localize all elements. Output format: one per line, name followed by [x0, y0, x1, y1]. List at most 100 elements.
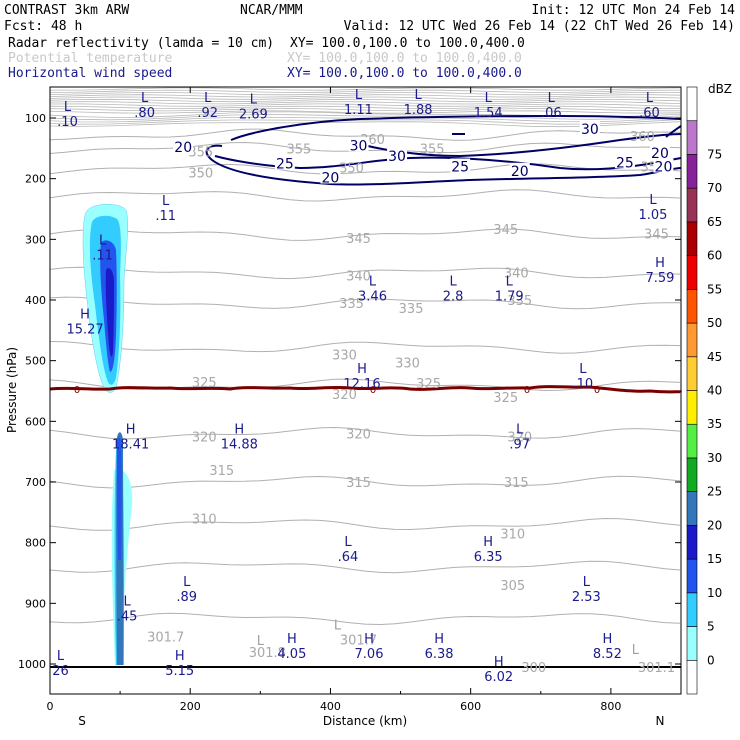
theta-contour: [49, 266, 681, 280]
y-tick-label: 800: [25, 537, 46, 550]
extremum-kind: L: [646, 91, 654, 106]
extremum-kind: L: [485, 91, 493, 106]
valid-time: Valid: 12 UTC Wed 26 Feb 14 (22 ChT Wed …: [344, 19, 735, 34]
forecast-hour: Fcst: 48 h: [4, 19, 82, 34]
wind-label-bg: [649, 145, 670, 160]
zero-contour-labels: 0 0 0 0: [74, 385, 600, 396]
wind-label: 30: [581, 122, 599, 138]
extremum-kind: L: [204, 91, 212, 106]
strat-theta-line: [49, 96, 681, 100]
colorbar-level: 40: [707, 384, 722, 398]
strat-theta-line: [49, 105, 681, 110]
extremum-kind: L: [162, 194, 170, 209]
strat-theta-line: [49, 110, 681, 114]
extremum-kind: L: [334, 619, 342, 634]
extremum-value: 6.02: [484, 670, 513, 685]
theta-label: 350: [339, 162, 364, 177]
extremum-value: 5.15: [165, 664, 194, 679]
extremum-value: 2.8: [443, 290, 464, 305]
colorbar-level: 15: [707, 552, 722, 566]
colorbar-swatch: [686, 457, 698, 492]
y-tick-label: 600: [25, 415, 46, 428]
strat-theta-line: [49, 98, 681, 103]
extremum-value: 2.53: [572, 590, 601, 605]
colorbar-swatch: [686, 525, 698, 560]
colorbar-level: 25: [707, 485, 722, 499]
extremum-kind: L: [649, 193, 657, 208]
extremum-kind: L: [123, 594, 131, 609]
extremum-kind: L: [583, 575, 591, 590]
extremum-kind: L: [99, 233, 107, 248]
extremum-kind: L: [369, 275, 377, 290]
x-tick-label: 400: [320, 700, 341, 713]
extremum-value: .60: [639, 106, 660, 121]
wind-label: 30: [388, 149, 406, 165]
theta-label: 325: [493, 391, 518, 406]
theta-label: 355: [188, 145, 213, 160]
extremum-kind: H: [364, 632, 374, 647]
colorbar-swatch: [686, 592, 698, 627]
extremum-kind: L: [141, 91, 149, 106]
theta-label: 350: [188, 167, 213, 182]
theta-label: 340: [504, 267, 529, 282]
field-3-name: Horizontal wind speed: [8, 66, 172, 81]
extremum-value: .64: [338, 550, 359, 565]
theta-label: 325: [192, 376, 217, 391]
extremum-value: .11: [155, 209, 176, 224]
theta-label: 335: [507, 294, 532, 309]
colorbar-level: 50: [707, 316, 722, 330]
theta-contour: [49, 475, 681, 489]
extremum-value: .89: [176, 590, 197, 605]
extremum-kind: L: [257, 634, 265, 649]
colorbar-swatch: [686, 120, 698, 155]
theta-contours: [49, 128, 681, 626]
x-axis-right-end: N: [656, 714, 665, 728]
reflectivity-shading: [82, 204, 133, 665]
extremum-value: 7.06: [355, 647, 384, 662]
theta-label: 315: [504, 476, 529, 491]
extremum-kind: H: [357, 362, 367, 377]
extremum-value: .06: [541, 106, 562, 121]
y-tick-label: 100: [25, 112, 46, 125]
field-1-name: Radar reflectivity (lamda = 10 cm): [8, 36, 274, 51]
extremum-kind: H: [434, 632, 444, 647]
extremum-kind: L: [506, 275, 514, 290]
x-tick-label: 200: [180, 700, 201, 713]
colorbar-swatch: [686, 221, 698, 256]
colorbar-level: 5: [707, 620, 715, 634]
theta-label: 345: [644, 227, 669, 242]
extremum-value: 7.59: [645, 271, 674, 286]
extremum-value: .45: [117, 609, 138, 624]
colorbar-level: 65: [707, 215, 722, 229]
theta-label: 301.7: [147, 631, 184, 646]
wind-20-left: [205, 144, 682, 186]
y-tick-label: 200: [25, 173, 46, 186]
wind-label: 20: [651, 146, 669, 162]
field-1-xy: XY= 100.0,100.0 to 100.0,400.0: [290, 36, 525, 51]
extremum-value: .10: [57, 115, 78, 130]
theta-label: 355: [286, 142, 311, 157]
theta-contour: [49, 296, 681, 310]
y-axis-label: Pressure (hPa): [5, 347, 19, 433]
field-2-name: Potential temperature: [8, 51, 173, 66]
colorbar-swatch: [686, 390, 698, 425]
upper-echo-peak: [105, 268, 114, 357]
colorbar-level: 55: [707, 282, 722, 296]
wind-30-jet: [230, 114, 682, 141]
theta-label: 340: [346, 270, 371, 285]
extremum-value: 18.41: [112, 438, 149, 453]
wind-label: 30: [350, 138, 368, 154]
wind-label-bg: [579, 120, 600, 135]
zero-contour-label: 0: [74, 385, 80, 396]
wind-label-bg: [614, 154, 635, 169]
colorbar-level: 35: [707, 417, 722, 431]
field-2-xy: XY= 100.0,100.0 to 100.0,400.0: [287, 51, 522, 66]
plot-background: [50, 87, 681, 694]
extremum-value: 6.35: [474, 550, 503, 565]
extremum-value: 1.79: [495, 290, 524, 305]
extremum-value: 1.54: [474, 106, 503, 121]
extremum-value: 1.05: [638, 208, 667, 223]
strat-theta-line: [49, 89, 681, 93]
